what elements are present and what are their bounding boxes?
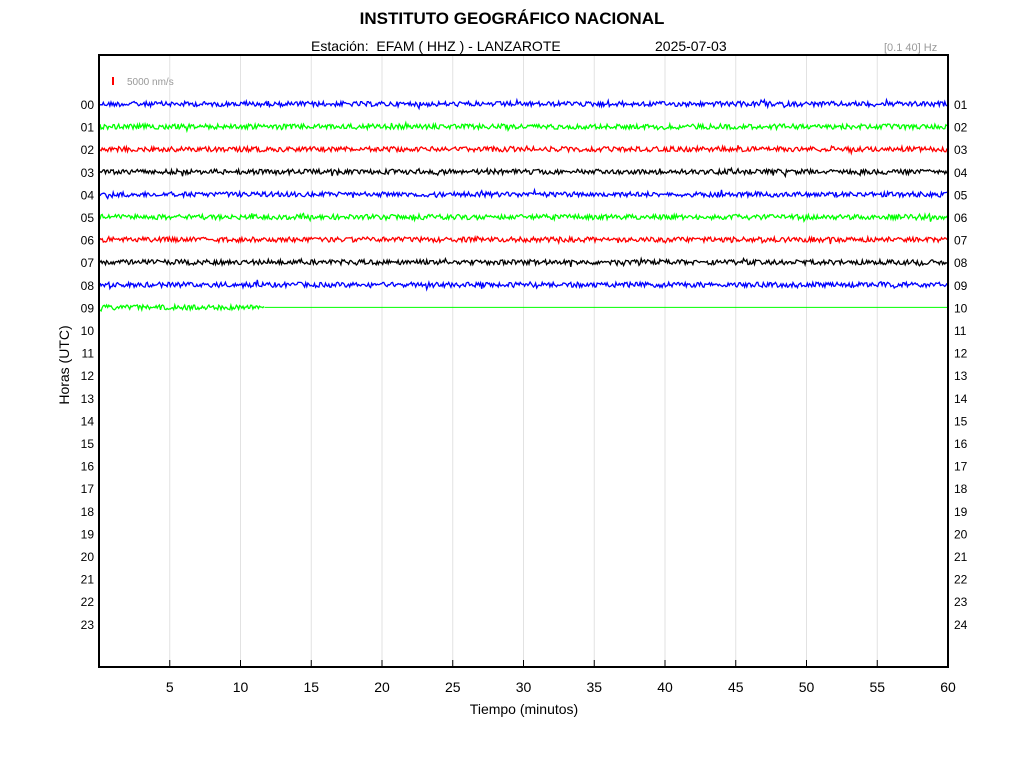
hour-label-right: 02 xyxy=(954,121,968,135)
hour-label-left: 19 xyxy=(81,527,95,541)
hour-label-right: 05 xyxy=(954,188,968,202)
x-tick-label: 40 xyxy=(657,679,673,695)
hour-label-right: 16 xyxy=(954,437,968,451)
x-tick-label: 25 xyxy=(445,679,461,695)
scale-bar-label: 5000 nm/s xyxy=(127,77,174,88)
x-tick-label: 30 xyxy=(516,679,532,695)
hour-label-left: 07 xyxy=(81,256,95,270)
hour-label-left: 20 xyxy=(81,550,95,564)
hour-label-right: 07 xyxy=(954,234,968,248)
x-tick-label: 5 xyxy=(166,679,174,695)
x-axis-label: Tiempo (minutos) xyxy=(470,701,578,717)
hour-label-right: 17 xyxy=(954,460,968,474)
hour-label-right: 13 xyxy=(954,369,968,383)
hour-label-left: 06 xyxy=(81,234,95,248)
hour-label-right: 01 xyxy=(954,98,968,112)
hour-label-left: 04 xyxy=(81,188,95,202)
trace-hour-05 xyxy=(99,211,948,223)
hour-label-right: 23 xyxy=(954,595,968,609)
hour-label-right: 10 xyxy=(954,301,968,315)
hour-label-right: 15 xyxy=(954,414,968,428)
trace-hour-02 xyxy=(99,144,948,156)
hour-label-left: 02 xyxy=(81,143,95,157)
x-tick-label: 60 xyxy=(940,679,956,695)
x-axis-ticks: 5 10 15 20 25 30 35 40 45 50 55 60 xyxy=(166,660,956,695)
hour-label-right: 22 xyxy=(954,573,968,587)
hour-label-left: 11 xyxy=(82,347,95,361)
trace-hour-04 xyxy=(99,187,948,200)
hour-label-right: 19 xyxy=(954,505,968,519)
hour-label-right: 12 xyxy=(954,347,968,361)
x-tick-label: 50 xyxy=(799,679,815,695)
hour-label-right: 08 xyxy=(954,256,968,270)
hour-label-right: 18 xyxy=(954,482,968,496)
hour-label-right: 21 xyxy=(954,550,968,564)
hour-label-left: 10 xyxy=(81,324,95,338)
y-axis-right-labels: 01 02 03 04 05 06 07 08 09 10 11 12 13 14 15 16 17 18 19 20… xyxy=(954,98,968,632)
trace-hour-03 xyxy=(99,166,948,179)
trace-hour-06 xyxy=(99,234,948,246)
x-tick-label: 45 xyxy=(728,679,744,695)
hour-label-left: 12 xyxy=(81,369,95,383)
hour-label-left: 03 xyxy=(81,166,95,180)
chart-title: INSTITUTO GEOGRÁFICO NACIONAL xyxy=(359,9,665,28)
hour-label-left: 21 xyxy=(81,573,95,587)
hour-label-right: 11 xyxy=(954,324,967,338)
date-label: 2025-07-03 xyxy=(655,38,727,54)
x-tick-label: 10 xyxy=(233,679,249,695)
hour-label-left: 01 xyxy=(81,121,95,135)
hour-label-left: 00 xyxy=(81,98,95,112)
hour-label-left: 15 xyxy=(81,437,95,451)
hour-label-right: 04 xyxy=(954,166,968,180)
hour-label-right: 03 xyxy=(954,143,968,157)
trace-hour-08 xyxy=(99,279,948,292)
hour-label-left: 08 xyxy=(81,279,95,293)
hour-label-right: 24 xyxy=(954,618,968,632)
x-tick-label: 55 xyxy=(869,679,885,695)
hour-label-right: 06 xyxy=(954,211,968,225)
scale-bar-mark xyxy=(112,77,114,85)
filter-band-label: [0.1 40] Hz xyxy=(884,42,938,54)
y-axis-left-labels: 00 01 02 03 04 05 06 07 08 09 10 11 12 13 14 15 16 17 18 19… xyxy=(81,98,95,632)
grid-lines xyxy=(169,55,878,667)
x-tick-label: 35 xyxy=(586,679,602,695)
x-tick-label: 15 xyxy=(303,679,319,695)
station-label: Estación: EFAM ( HHZ ) - LANZAROTE xyxy=(311,38,561,54)
hour-label-left: 16 xyxy=(81,460,95,474)
trace-hour-00 xyxy=(99,97,948,111)
y-axis-label: Horas (UTC) xyxy=(56,325,72,404)
hour-label-right: 20 xyxy=(954,527,968,541)
x-tick-label: 20 xyxy=(374,679,390,695)
hour-label-left: 17 xyxy=(81,482,95,496)
hour-label-left: 09 xyxy=(81,301,95,315)
trace-hour-01 xyxy=(99,120,948,134)
hour-label-left: 13 xyxy=(81,392,95,406)
seismic-traces xyxy=(99,97,948,313)
amplitude-scale: 5000 nm/s xyxy=(112,77,174,88)
trace-hour-09 xyxy=(99,302,265,313)
hour-label-left: 14 xyxy=(81,414,95,428)
hour-label-right: 14 xyxy=(954,392,968,406)
hour-label-left: 18 xyxy=(81,505,95,519)
hour-label-left: 05 xyxy=(81,211,95,225)
hour-label-right: 09 xyxy=(954,279,968,293)
hour-label-left: 23 xyxy=(81,618,95,632)
hour-label-left: 22 xyxy=(81,595,95,609)
trace-hour-07 xyxy=(99,256,948,268)
